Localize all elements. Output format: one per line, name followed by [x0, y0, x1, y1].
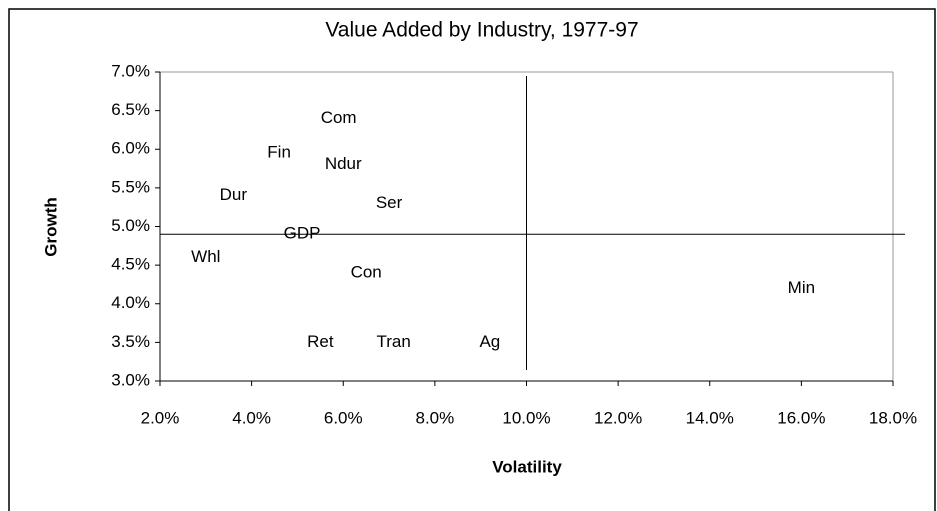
x-tick-label: 4.0%	[232, 408, 271, 427]
x-tick-label: 12.0%	[594, 408, 642, 427]
point-label: Com	[321, 108, 357, 127]
x-tick-label: 8.0%	[416, 408, 455, 427]
y-tick-label: 4.5%	[111, 255, 150, 274]
y-tick-label: 3.5%	[111, 332, 150, 351]
y-tick-label: 7.0%	[111, 61, 150, 80]
x-tick-label: 2.0%	[141, 408, 180, 427]
x-tick-label: 10.0%	[502, 408, 550, 427]
x-axis-title: Volatility	[492, 457, 562, 476]
point-label: Ser	[376, 193, 403, 212]
y-tick-label: 6.5%	[111, 100, 150, 119]
chart-title: Value Added by Industry, 1977-97	[325, 19, 638, 42]
point-label: Ndur	[325, 154, 362, 173]
point-label: Min	[788, 278, 815, 297]
point-label: Whl	[191, 247, 220, 266]
y-tick-label: 4.0%	[111, 293, 150, 312]
y-tick-label: 5.0%	[111, 216, 150, 235]
x-tick-label: 6.0%	[324, 408, 363, 427]
point-label: Tran	[376, 332, 410, 351]
x-tick-label: 16.0%	[777, 408, 825, 427]
point-label: GDP	[284, 224, 321, 243]
point-label: Fin	[267, 143, 291, 162]
point-label: Ret	[307, 332, 334, 351]
chart-frame	[8, 8, 936, 511]
x-tick-label: 18.0%	[869, 408, 917, 427]
y-tick-label: 6.0%	[111, 139, 150, 158]
point-label: Con	[351, 262, 382, 281]
point-label: Ag	[479, 332, 500, 351]
y-axis-title: Growth	[41, 197, 60, 257]
y-tick-label: 3.0%	[111, 370, 150, 389]
point-label: Dur	[220, 185, 248, 204]
x-tick-label: 14.0%	[686, 408, 734, 427]
y-tick-label: 5.5%	[111, 177, 150, 196]
